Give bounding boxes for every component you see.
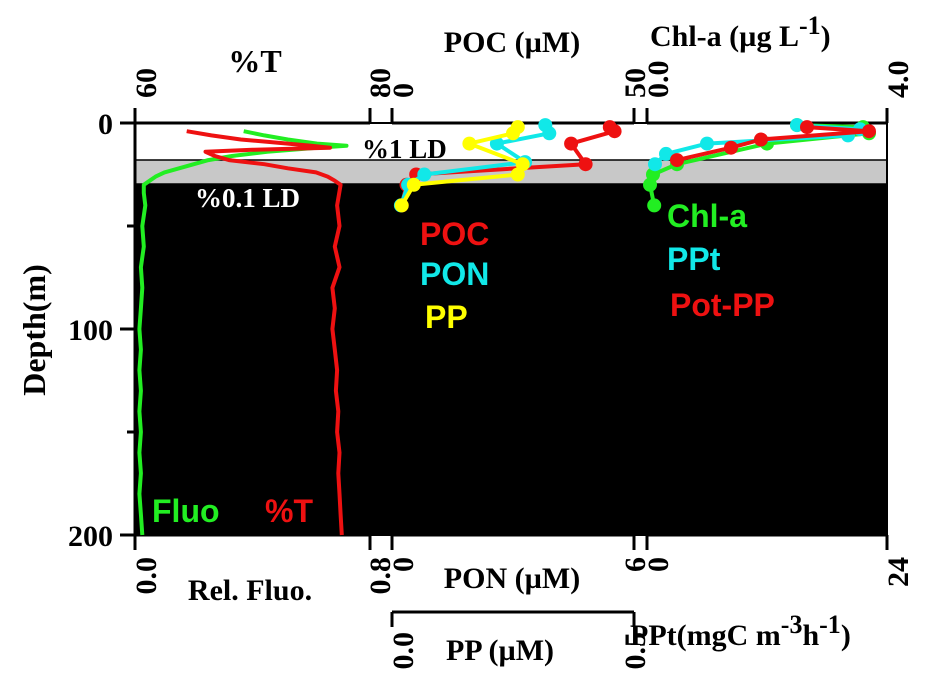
series-point-pp-6 (394, 198, 409, 213)
series-point-pp-2 (462, 136, 477, 151)
panel2-bottom-label1: PON (µM) (444, 562, 580, 595)
series-point-pot-pp-0 (800, 120, 814, 135)
panel2-bottom-label2: PP (µM) (446, 634, 554, 667)
panel2-axes: POC (µM) 0 50 PON (µM) 0 6 PP (µM) 0.0 0… (387, 26, 652, 670)
series-point-chl-a-6 (643, 177, 657, 192)
series-point-pon-1 (542, 126, 557, 141)
panel1-top-tick-80: 80 (364, 68, 397, 98)
panel3-bottom-tick-0: 0 (642, 557, 675, 572)
panel1-top-tick-60: 60 (130, 68, 163, 98)
series-point-pp-4 (510, 167, 525, 182)
panel3-top-label-sup: -1 (799, 11, 821, 40)
series-point-chl-a-7 (647, 198, 662, 213)
series-point-ppt-3 (700, 136, 714, 151)
panel1-bottom-label: Rel. Fluo. (188, 574, 312, 607)
panel2-top-label: POC (µM) (444, 26, 580, 59)
series-point-poc-3 (578, 157, 593, 172)
series-point-ppt-4 (659, 146, 673, 161)
y-axis-label: Depth(m) (16, 264, 52, 396)
panel2-bottom-tick2-0: 0.0 (387, 632, 420, 670)
series-point-pp-1 (506, 126, 520, 141)
panel1-axes: %T 60 80 Rel. Fluo. 0.0 0.8 (130, 43, 397, 607)
series-point-pon-4 (417, 167, 432, 182)
panel3-bottom-label-end: ) (841, 619, 851, 652)
panel3-top-tick-0: 0.0 (642, 61, 675, 99)
panel3-bottom-label-sup1: -3 (781, 610, 803, 639)
panel1-top-label: %T (228, 43, 281, 79)
panel2-bottom-tick1-6: 6 (619, 557, 652, 572)
series-point-ppt-5 (648, 157, 662, 172)
panel2-top-tick-50: 50 (619, 68, 652, 98)
series-line-t (186, 129, 344, 536)
panel3-bottom-label-mid: h (802, 619, 819, 652)
y-tick-100: 100 (68, 314, 113, 347)
panel1-bottom-tick-0: 0.0 (130, 557, 163, 595)
legend-pct-t: %T (265, 493, 313, 529)
series-point-pot-pp-4 (670, 153, 684, 168)
panel2-bottom-tick1-0: 0 (387, 557, 420, 572)
band-label-01pct: %0.1 LD (195, 183, 300, 213)
series-point-poc-1 (607, 124, 622, 139)
legend-fluo: Fluo (152, 493, 220, 529)
series-point-pon-2 (489, 136, 504, 151)
panel2-top-tick-0: 0 (387, 83, 420, 98)
panel3-bottom-label-main: PPt(mgC m (630, 619, 781, 652)
panel3-bottom-label-sup2: -1 (819, 610, 841, 639)
panel3-top-label-end: ) (821, 20, 831, 53)
legend-pon: PON (420, 256, 489, 292)
series-point-pot-pp-3 (724, 140, 738, 155)
legend-potpp: Pot-PP (670, 287, 775, 323)
in-plot-legends: Fluo %T POC PON PP Chl-a PPt Pot-PP (152, 198, 775, 529)
panel2-bottom-tick2-05: 0.5 (619, 632, 652, 670)
panel3-top-tick-4: 4.0 (882, 61, 915, 99)
y-axis: 0 100 200 Depth(m) (16, 108, 137, 553)
panel3-axes: Chl-a (µg L-1) 0.0 4.0 0 24 PPt(mgC m-3h… (630, 11, 915, 652)
y-tick-0: 0 (98, 108, 113, 141)
panel3-bottom-tick-24: 24 (882, 557, 915, 587)
legend-pp: PP (425, 299, 468, 335)
series-point-pot-pp-2 (754, 132, 768, 147)
series-point-poc-2 (564, 136, 579, 151)
series-point-pot-pp-1 (862, 124, 876, 139)
panel3-top-label: Chl-a (µg L-1) (650, 11, 831, 53)
legend-ppt: PPt (667, 241, 721, 277)
panel3-top-label-main: Chl-a (µg L (650, 20, 799, 53)
y-tick-200: 200 (68, 520, 113, 553)
band-label-1pct: %1 LD (362, 134, 447, 164)
series-point-pp-5 (406, 177, 421, 192)
legend-chla: Chl-a (667, 198, 747, 234)
series-layer (137, 118, 876, 536)
panel1-bottom-tick-08: 0.8 (364, 557, 397, 595)
legend-poc: POC (420, 216, 489, 252)
panel3-bottom-label: PPt(mgC m-3h-1) (630, 610, 851, 652)
plot-area (135, 123, 887, 535)
